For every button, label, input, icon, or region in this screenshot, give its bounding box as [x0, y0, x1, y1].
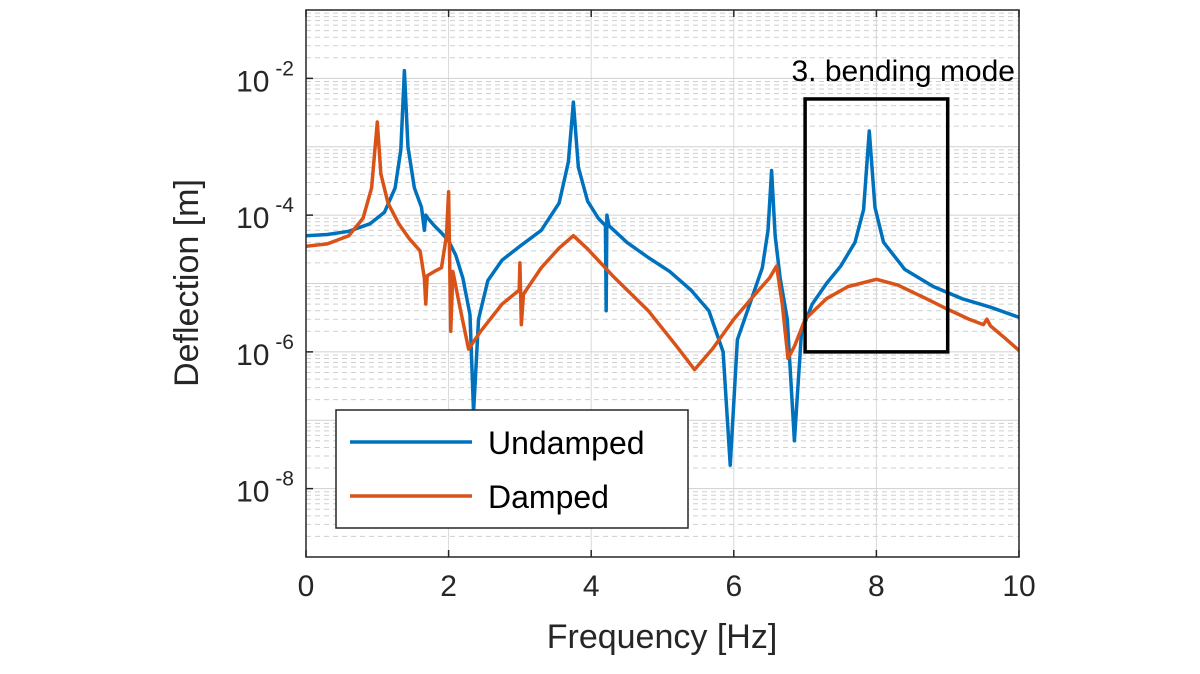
y-axis-title: Deflection [m] [168, 179, 206, 387]
x-tick-label-4: 8 [868, 570, 885, 603]
annotation-text-0: 3. bending mode [791, 55, 1015, 88]
y-tick-label-1: 10 -4 [236, 194, 294, 235]
x-axis-title: Frequency [Hz] [547, 618, 778, 656]
x-tick-label-1: 2 [440, 570, 457, 603]
ticks: 0 2 4 6 8 10 10 -2 10 -4 10 -6 10 -8 [236, 10, 1036, 603]
y-tick-label-0: 10 -2 [236, 57, 294, 98]
legend-label-undamped: Undamped [488, 425, 645, 461]
legend-box [335, 409, 689, 529]
x-tick-label-5: 10 [1002, 570, 1035, 603]
legend-label-damped: Damped [488, 479, 609, 515]
x-tick-label-0: 0 [298, 570, 315, 603]
annotation-box-0 [803, 97, 950, 354]
series-layer [306, 68, 1019, 467]
legend: Undamped Damped [335, 409, 689, 529]
y-tick-label-2: 10 -6 [236, 331, 294, 372]
annotation-layer: 3. bending mode [791, 55, 1015, 354]
series-line-damped [306, 120, 1019, 372]
x-tick-label-2: 4 [583, 570, 600, 603]
x-tick-label-3: 6 [725, 570, 742, 603]
plot-frame [305, 9, 1020, 558]
y-tick-label-3: 10 -8 [236, 468, 294, 509]
